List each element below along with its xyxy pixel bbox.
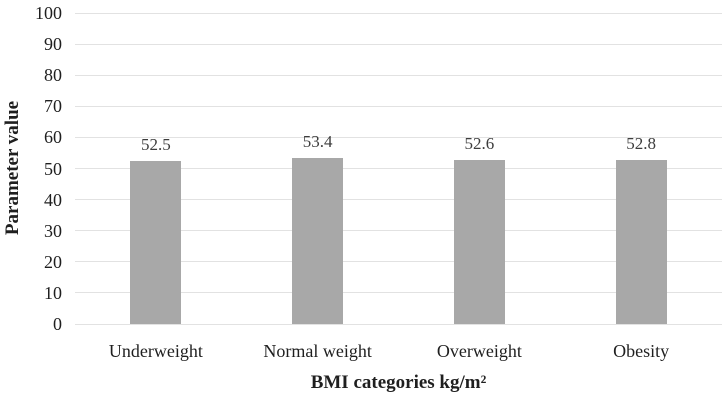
x-category-label-3: Obesity	[613, 341, 670, 361]
y-tick-label-20: 20	[44, 251, 62, 272]
gridline-y-20	[75, 261, 722, 263]
y-tick-label-100: 100	[35, 3, 62, 23]
bar-0	[130, 160, 182, 324]
gridline-y-60	[75, 136, 722, 138]
y-tick-label-90: 90	[44, 34, 62, 55]
bar-value-label-2: 52.6	[464, 134, 495, 154]
x-category-label-1: Normal weight	[263, 341, 372, 361]
gridline-y-10	[75, 292, 722, 294]
bar-value-label-1: 53.4	[302, 131, 333, 151]
gridline-y-90	[75, 43, 722, 45]
bar-value-label-3: 52.8	[626, 133, 656, 153]
gridline-y-40	[75, 199, 722, 201]
gridline-y-0	[75, 323, 722, 325]
x-category-label-2: Overweight	[436, 341, 522, 361]
gridline-y-70	[75, 105, 722, 107]
y-tick-label-0: 0	[53, 314, 62, 334]
y-axis-tick-labels: 0 10 20 30 40 50 60 70 80 90 100	[0, 3, 62, 334]
bar-value-label-0: 52.5	[141, 134, 171, 154]
y-tick-label-30: 30	[44, 220, 62, 241]
gridline-y-50	[75, 168, 722, 169]
y-tick-label-80: 80	[44, 65, 62, 86]
y-tick-label-50: 50	[44, 158, 62, 179]
plot-area: 52.5 53.4 52.6 52.8	[75, 12, 722, 325]
gridline-y-30	[75, 230, 722, 232]
bar-2	[453, 160, 505, 324]
x-axis-title: BMI categories kg/m²	[310, 372, 487, 393]
bar-1	[292, 157, 344, 324]
gridline-y-100	[75, 12, 722, 14]
y-tick-label-60: 60	[44, 127, 62, 148]
y-tick-label-10: 10	[44, 282, 62, 303]
y-tick-label-40: 40	[44, 189, 62, 210]
x-category-label-0: Underweight	[108, 341, 203, 361]
x-axis-category-labels: Underweight Normal weight Overweight Obesit…	[75, 340, 722, 364]
bar-3	[615, 159, 667, 324]
gridline-y-80	[75, 74, 722, 76]
y-tick-label-70: 70	[44, 96, 62, 117]
